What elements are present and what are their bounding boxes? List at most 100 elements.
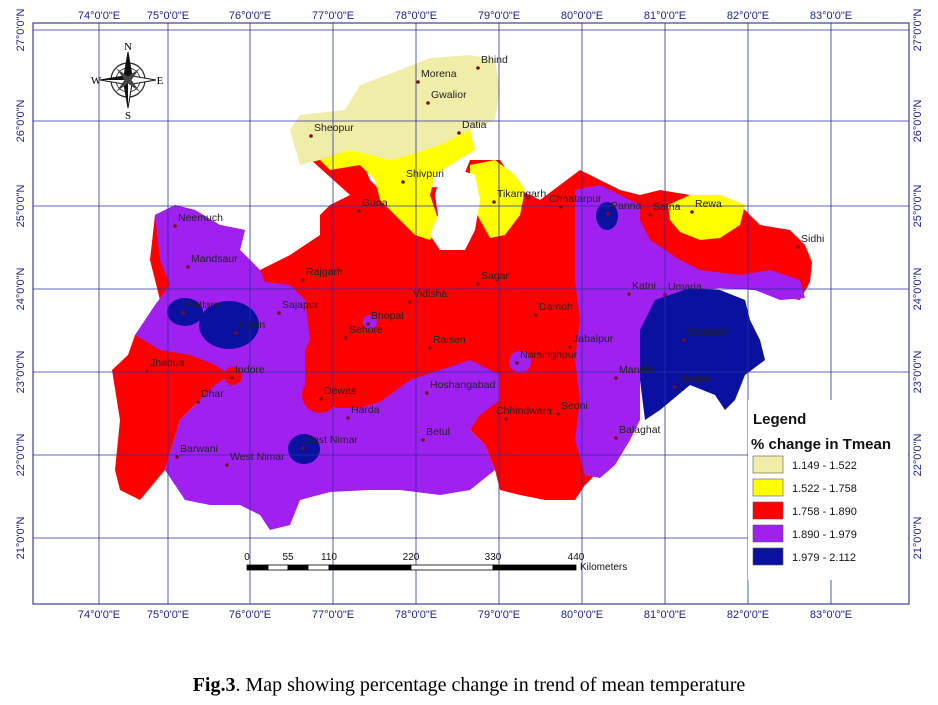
city-label: Jhabua [150, 357, 185, 369]
city-dot [428, 346, 432, 350]
city-dot [408, 300, 412, 304]
scale-segment [267, 564, 289, 571]
city-marker: Raisen [428, 334, 466, 350]
zone-blue-ratlam [167, 298, 203, 326]
city-dot [401, 180, 405, 184]
city-marker: Jabalpur [568, 333, 614, 349]
city-label: Indore [235, 364, 265, 376]
city-dot [181, 311, 185, 315]
lon-label-bottom: 82°0'0"E [727, 609, 769, 621]
city-label: Hoshangabad [430, 379, 496, 391]
scale-segment [246, 564, 269, 571]
city-label: Chhindwara [496, 405, 552, 417]
legend: Legend % change in Tmean 1.149 - 1.5221.… [748, 400, 908, 580]
lon-label-top: 83°0'0"E [810, 10, 852, 22]
city-marker: Mandsaur [186, 253, 238, 269]
legend-swatch [752, 524, 784, 543]
city-dot [648, 213, 652, 217]
zone-purple-west [135, 205, 500, 530]
scale-segment [328, 564, 412, 571]
city-dot [476, 66, 480, 70]
city-markers: Bhind Morena Gwalior Datia Sheopur Shivpuri Ti… [145, 54, 824, 467]
legend-item: 1.979 - 2.112 [752, 547, 856, 566]
city-marker: Tikamgarh [492, 188, 546, 204]
lon-label-bottom: 75°0'0"E [147, 609, 189, 621]
legend-swatch [752, 547, 784, 566]
lon-label-top: 79°0'0"E [478, 10, 520, 22]
city-label: Vidisha [413, 288, 447, 300]
city-dot [556, 412, 560, 416]
city-label: East Nimar [306, 434, 358, 446]
city-marker: Datia [457, 119, 487, 135]
city-label: Seoni [561, 400, 588, 412]
scale-segment [492, 564, 577, 571]
city-marker: Rajgarh [301, 266, 343, 282]
city-dot [301, 446, 305, 450]
lat-label-right: 26°0'0"N [912, 100, 924, 143]
graticule [33, 23, 909, 604]
city-dot [230, 376, 234, 380]
city-marker: Sajapur [277, 299, 319, 315]
city-label: Ujjain [239, 319, 265, 331]
city-label: Rewa [695, 198, 722, 210]
city-label: Mandla [619, 364, 654, 376]
city-dot [606, 212, 610, 216]
lon-label-bottom: 74°0'0"E [78, 609, 120, 621]
north-arrow: N S E W [91, 41, 164, 122]
city-label: Sagar [481, 270, 510, 282]
lon-label-top: 75°0'0"E [147, 10, 189, 22]
lat-label-right: 24°0'0"N [912, 268, 924, 311]
lon-label-top: 74°0'0"E [78, 10, 120, 22]
city-dot [344, 336, 348, 340]
city-marker: Seoni [556, 400, 588, 416]
city-marker: Rewa [690, 198, 722, 214]
lat-label-left: 22°0'0"N [15, 434, 27, 477]
city-dot [673, 385, 677, 389]
lat-label-left: 27°0'0"N [15, 9, 27, 52]
lat-label-right: 23°0'0"N [912, 351, 924, 394]
lon-label-bottom: 79°0'0"E [478, 609, 520, 621]
city-label: Shivpuri [406, 168, 444, 180]
city-marker: Sidhi [796, 233, 824, 249]
city-marker: Narsinghpur [515, 349, 578, 365]
city-marker: Satna [648, 201, 681, 217]
city-label: Neemuch [178, 212, 223, 224]
city-label: Raisen [433, 334, 466, 346]
city-dot [515, 361, 519, 365]
compass-star-diag2 [116, 68, 140, 92]
city-dot [690, 210, 694, 214]
city-label: Bhind [481, 54, 508, 66]
compass-w: W [91, 75, 102, 87]
lat-label-left: 21°0'0"N [15, 517, 27, 560]
zone-purple-narsinghpur [509, 351, 531, 373]
city-marker: Barwani [175, 443, 218, 459]
city-dot [196, 400, 200, 404]
lat-label-right: 27°0'0"N [912, 9, 924, 52]
city-label: Gwalior [431, 89, 467, 101]
city-dot [614, 376, 618, 380]
legend-items: 1.149 - 1.522 1.522 - 1.758 1.758 - 1.890 1… [752, 455, 857, 566]
city-dot [175, 455, 179, 459]
lon-label-bottom: 80°0'0"E [561, 609, 603, 621]
zone-yellow-tikamgarh [470, 160, 525, 238]
city-dot [309, 134, 313, 138]
city-marker: Shivpuri [401, 168, 444, 184]
city-marker: Dhar [196, 388, 224, 404]
city-marker: Sagar [476, 270, 510, 286]
city-label: Ratlam [186, 299, 220, 311]
city-dot [346, 416, 350, 420]
city-marker: Betul [421, 426, 450, 442]
city-dot [421, 438, 425, 442]
lat-label-right: 21°0'0"N [912, 517, 924, 560]
lat-label-right: 22°0'0"N [912, 434, 924, 477]
city-marker: Panna [606, 200, 642, 216]
city-marker: Hoshangabad [425, 379, 496, 395]
city-marker: Neemuch [173, 212, 223, 228]
city-label: Shahdol [687, 326, 726, 338]
city-marker: Jhabua [145, 357, 185, 373]
city-dot [145, 369, 149, 373]
city-marker: Ratlam [181, 299, 220, 315]
scale-segment [410, 564, 494, 571]
lon-label-top: 80°0'0"E [561, 10, 603, 22]
